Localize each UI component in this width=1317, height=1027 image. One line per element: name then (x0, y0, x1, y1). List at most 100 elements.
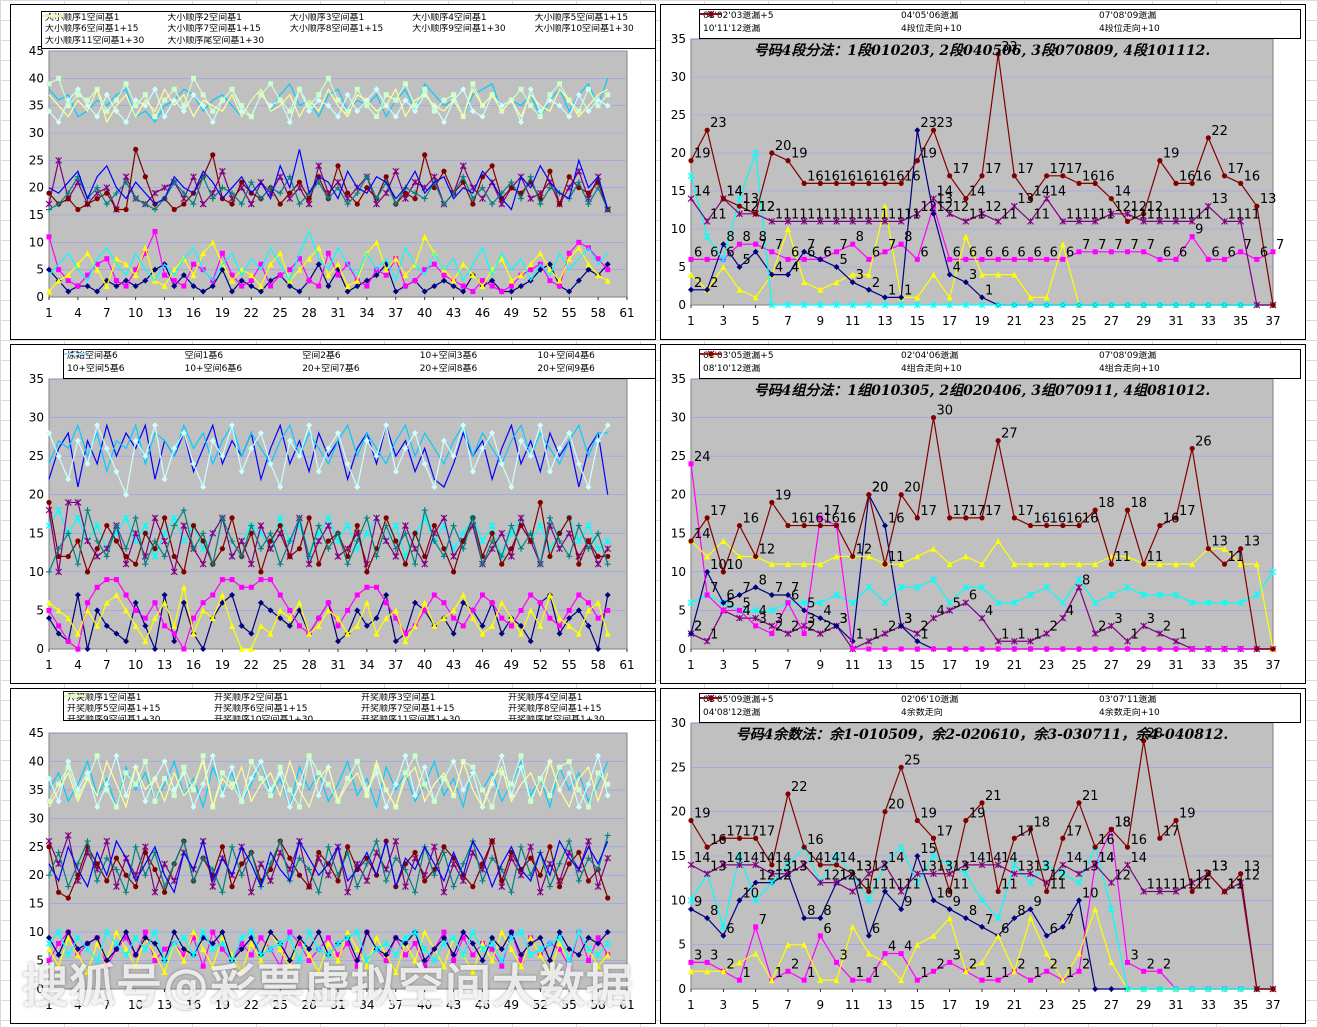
series-10-point (566, 758, 572, 764)
series-5-point (75, 206, 81, 213)
series-5-point (431, 522, 437, 529)
series-4-point (1010, 202, 1018, 210)
series-9-point (566, 430, 573, 436)
series-5-point (979, 173, 985, 179)
series-3-point (1204, 301, 1212, 309)
data-label: 3 (840, 612, 848, 627)
series-3-point (373, 945, 380, 953)
series-6-point (151, 206, 158, 213)
legend-item: 01'03'05遗漏+5 (700, 350, 901, 362)
data-label: 3 (953, 948, 961, 963)
data-label: 13 (1082, 860, 1099, 875)
series-0-point (1059, 599, 1067, 607)
series-2-point (277, 607, 284, 614)
series-6-point (209, 195, 216, 202)
series-5-point (720, 569, 726, 575)
series-1-point (527, 934, 534, 941)
series-3-point (353, 928, 361, 936)
x-tick-label: 19 (215, 998, 230, 1012)
series-4-point (219, 167, 226, 175)
series-5-point (704, 515, 710, 521)
x-tick-label: 37 (388, 658, 403, 672)
series-2-point (180, 584, 187, 591)
series-5-point (1044, 888, 1050, 895)
series-2-point (752, 248, 759, 255)
data-label: 11 (1034, 207, 1051, 222)
series-0-point (210, 929, 216, 935)
series-1-point (113, 278, 119, 284)
series-1-point (518, 963, 525, 970)
data-label: 6 (710, 245, 718, 260)
data-label: 13 (856, 860, 873, 875)
series-9-point (219, 453, 226, 460)
series-2-point (556, 277, 563, 284)
data-label: 6 (969, 245, 977, 260)
legend-item: 开奖顺序7空间基1+15 (64, 693, 508, 715)
series-2-point (123, 607, 130, 614)
data-label: 8 (807, 904, 815, 919)
data-label: 8 (759, 230, 767, 245)
series-0-point (267, 607, 274, 614)
series-3-point (768, 879, 776, 886)
series-4-point (113, 883, 120, 890)
data-label: 11 (1147, 877, 1164, 892)
series-5-point (113, 855, 120, 861)
data-label: 18 (1114, 815, 1131, 830)
data-label: 13 (1260, 192, 1277, 207)
series-3-point (930, 301, 937, 309)
data-label: 6 (726, 922, 734, 937)
series-3-point (575, 928, 583, 936)
series-2-point (498, 946, 505, 953)
series-1-point (850, 977, 856, 983)
series-2-point (546, 592, 553, 598)
data-label: 19 (775, 488, 792, 503)
series-3-point (931, 646, 936, 652)
data-label: 11 (1066, 207, 1083, 222)
legend-item: 大小顺序2空间基1 (42, 13, 289, 24)
data-label: 1 (856, 627, 864, 642)
series-2-point (94, 266, 101, 273)
legend-label: 大小顺序5空间基1+15 (534, 13, 629, 23)
series-3-point (1028, 646, 1033, 652)
x-tick-label: 17 (942, 998, 957, 1012)
data-label: 8 (1017, 904, 1025, 919)
series-4-point (1011, 561, 1018, 568)
series-9-point (286, 437, 293, 444)
series-1-point (75, 646, 81, 652)
series-2-point (479, 957, 486, 964)
series-5-point (576, 849, 582, 856)
x-tick-label: 5 (752, 658, 760, 672)
series-4-point (151, 189, 159, 197)
x-tick-label: 52 (533, 998, 548, 1012)
data-label: 3 (807, 612, 815, 627)
series-6-point (277, 561, 284, 568)
data-label: 18 (1114, 815, 1131, 830)
series-1-point (866, 977, 872, 983)
series-10-point (528, 103, 534, 109)
legend-label: 大小顺序4空间基1 (412, 13, 487, 23)
chart-legend: 原始空间基6 空间1基6 空间2基6 10+空间3基6 10+空间4基6 10+空间5基6… (63, 349, 655, 379)
series-9-point (74, 86, 81, 93)
series-4-point (74, 499, 82, 506)
series-0-point (752, 879, 759, 886)
series-11-line (48, 759, 609, 810)
series-4-point (833, 218, 840, 225)
series-2-point (171, 266, 178, 273)
series-6-point (142, 561, 149, 568)
data-label: 1 (888, 283, 896, 298)
series-3-point (151, 928, 159, 936)
series-5-point (1124, 218, 1131, 224)
series-2-point (575, 630, 582, 637)
series-9-point (74, 437, 81, 444)
series-1-point (946, 294, 953, 301)
series-6 (46, 507, 611, 575)
series-9-point (132, 437, 139, 444)
series-0-point (151, 266, 158, 273)
series-9-point (344, 91, 351, 98)
y-tick-label: 5 (678, 260, 686, 274)
series-0-point (142, 622, 149, 629)
series-10-point (585, 86, 591, 92)
series-3-point (93, 957, 101, 964)
series-5-point (94, 546, 100, 552)
data-label: 6 (791, 589, 799, 604)
